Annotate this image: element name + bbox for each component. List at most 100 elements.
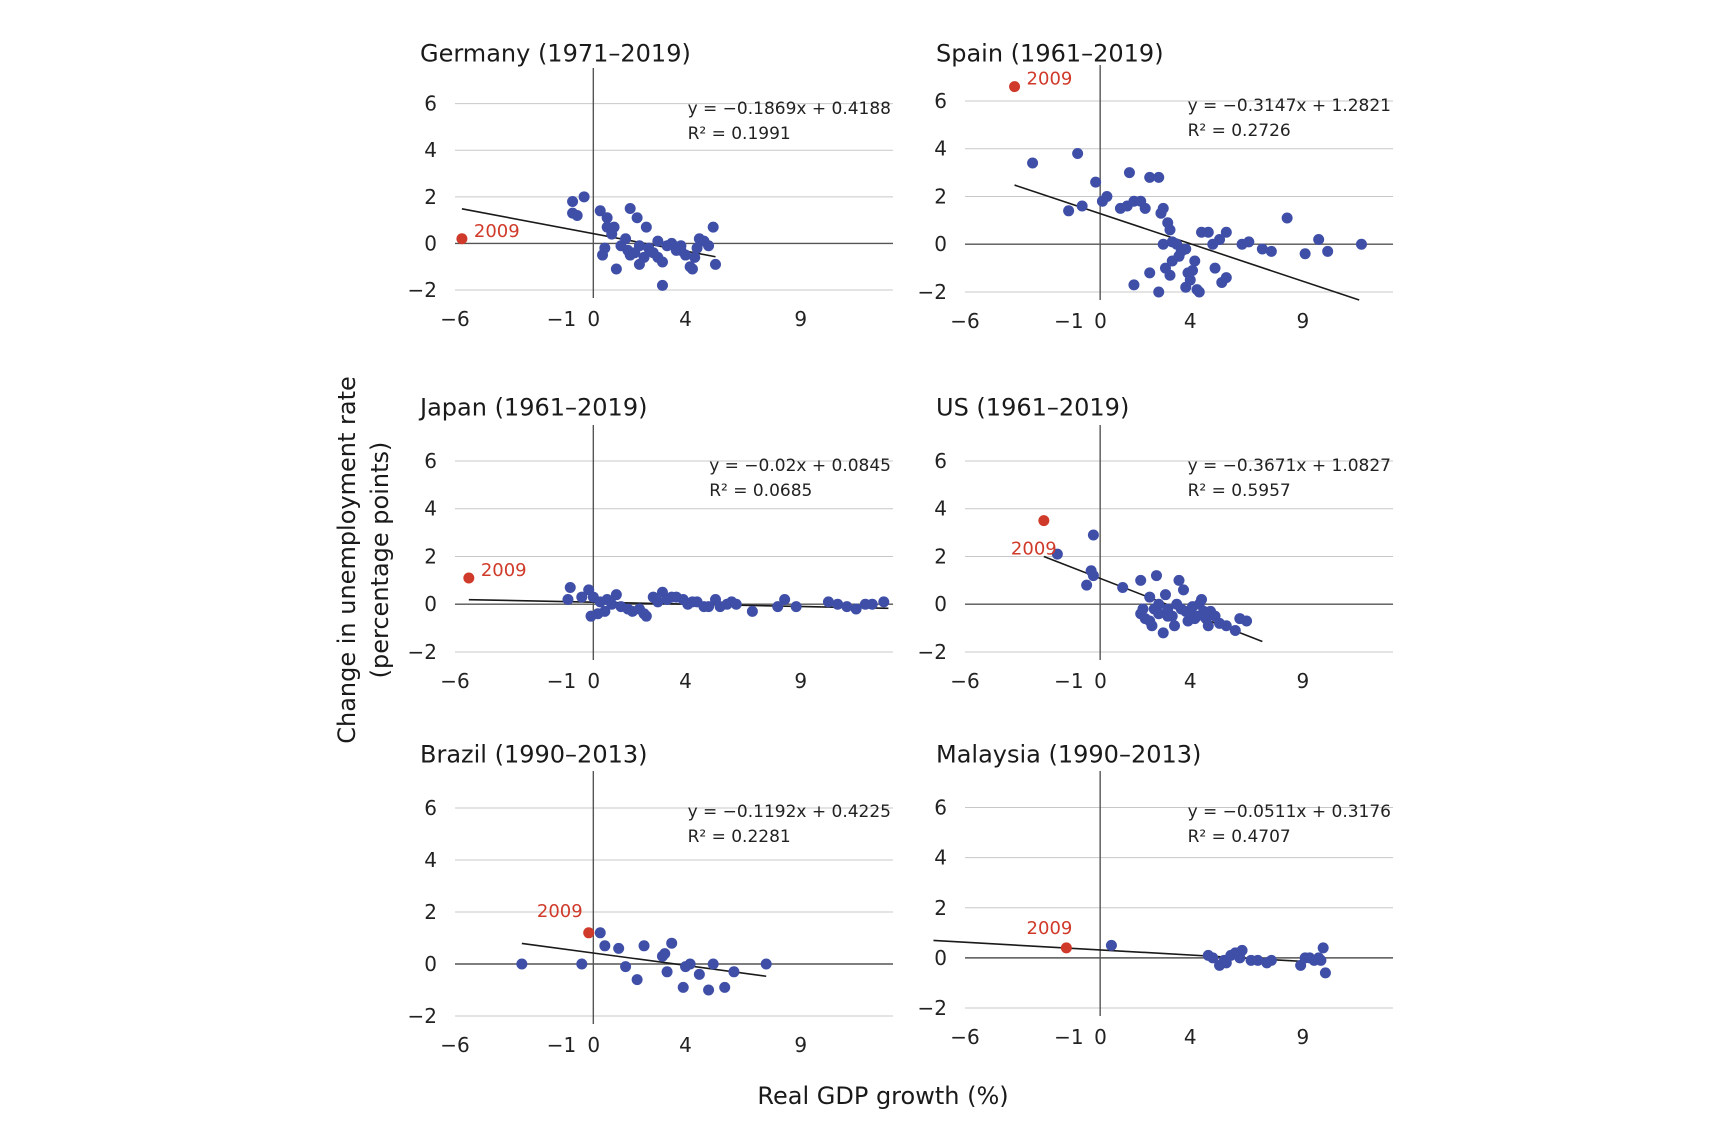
data-point — [677, 981, 689, 993]
data-point — [1315, 954, 1327, 966]
y-tick-label: 4 — [934, 846, 947, 870]
data-point — [656, 256, 668, 268]
highlight-label: 2009 — [537, 901, 583, 922]
r-squared: R² = 0.5957 — [1188, 481, 1291, 501]
data-point — [707, 221, 719, 233]
data-point — [790, 601, 802, 613]
data-point — [1123, 167, 1135, 179]
data-point — [620, 233, 632, 245]
data-point — [1153, 608, 1165, 620]
y-axis-label-line1: Change in unemployment rate — [333, 376, 361, 744]
data-point — [1087, 570, 1099, 582]
panel-title: US (1961–2019) — [936, 394, 1129, 422]
data-point — [1220, 272, 1232, 284]
data-point — [1220, 620, 1232, 632]
x-tick-label: −6 — [440, 1033, 469, 1057]
data-point — [638, 940, 650, 952]
x-tick-label: 9 — [1297, 1025, 1310, 1049]
x-tick-label: 0 — [587, 307, 600, 331]
x-tick-label: −6 — [440, 307, 469, 331]
data-point — [1243, 236, 1255, 248]
data-point — [1196, 593, 1208, 605]
data-point — [1265, 245, 1277, 257]
x-tick-label: −1 — [1054, 669, 1083, 693]
data-point — [1117, 582, 1129, 594]
x-tick-label: 9 — [794, 307, 807, 331]
data-point — [707, 958, 719, 970]
data-point — [597, 249, 609, 261]
trend-line — [521, 942, 767, 978]
data-point — [633, 258, 645, 270]
data-point — [631, 974, 643, 986]
highlight-label: 2009 — [474, 221, 520, 242]
data-point — [1157, 202, 1169, 214]
y-tick-label: 2 — [934, 544, 947, 568]
x-tick-label: −6 — [950, 1025, 979, 1049]
data-point — [624, 249, 636, 261]
y-tick-label: 2 — [934, 896, 947, 920]
data-point — [652, 235, 664, 247]
y-tick-label: −2 — [408, 640, 437, 664]
data-point — [613, 942, 625, 954]
data-point — [594, 205, 606, 217]
y-tick-label: 6 — [934, 796, 947, 820]
data-point — [675, 244, 687, 256]
data-point — [841, 601, 853, 613]
data-point — [610, 589, 622, 601]
regression-equation: y = −0.1192x + 0.4225 — [688, 802, 891, 822]
x-tick-label: 0 — [587, 1033, 600, 1057]
data-point — [1105, 939, 1117, 951]
highlight-point — [463, 572, 475, 584]
highlight-label: 2009 — [1027, 918, 1073, 939]
x-tick-label: 4 — [679, 307, 692, 331]
y-tick-label: 4 — [934, 137, 947, 161]
x-tick-label: 9 — [794, 1033, 807, 1057]
data-point — [866, 598, 878, 610]
data-point — [571, 209, 583, 221]
data-point — [1189, 255, 1201, 267]
panel-2: Japan (1961–2019) −2 0 2 4 6 −6 −1 0 4 9 2009 y = −0… — [408, 394, 893, 693]
x-tick-label: 4 — [1184, 669, 1197, 693]
data-point — [703, 984, 715, 996]
data-point — [1159, 589, 1171, 601]
data-point — [1101, 190, 1113, 202]
data-point — [594, 927, 606, 939]
data-point — [620, 961, 632, 973]
data-point — [576, 958, 588, 970]
data-point — [1355, 238, 1367, 250]
data-point — [730, 598, 742, 610]
x-tick-label: −1 — [547, 1033, 576, 1057]
y-tick-label: −2 — [918, 996, 947, 1020]
panel-title: Malaysia (1990–2013) — [936, 741, 1201, 769]
data-point — [760, 958, 772, 970]
panel-title: Brazil (1990–2013) — [420, 741, 647, 769]
data-point — [562, 593, 574, 605]
data-point — [686, 263, 698, 275]
data-point — [1175, 603, 1187, 615]
data-point — [772, 601, 784, 613]
r-squared: R² = 0.0685 — [709, 481, 812, 501]
x-axis-label: Real GDP growth (%) — [757, 1082, 1008, 1110]
data-point — [578, 191, 590, 203]
regression-equation: y = −0.3147x + 1.2821 — [1188, 96, 1391, 116]
y-tick-label: −2 — [918, 640, 947, 664]
x-tick-label: 0 — [1094, 309, 1107, 333]
y-tick-label: 2 — [424, 544, 437, 568]
data-point — [850, 603, 862, 615]
y-tick-label: 0 — [424, 231, 437, 255]
y-tick-label: 4 — [424, 848, 437, 872]
data-point — [1157, 238, 1169, 250]
y-tick-label: −2 — [408, 278, 437, 302]
data-point — [709, 258, 721, 270]
y-tick-label: −2 — [408, 1004, 437, 1028]
x-tick-label: 9 — [1297, 309, 1310, 333]
highlight-point — [583, 927, 595, 939]
data-point — [633, 240, 645, 252]
data-point — [601, 212, 613, 224]
data-point — [1072, 147, 1084, 159]
data-point — [516, 958, 528, 970]
x-tick-label: −1 — [547, 307, 576, 331]
data-point — [1087, 529, 1099, 541]
x-tick-label: −6 — [950, 669, 979, 693]
